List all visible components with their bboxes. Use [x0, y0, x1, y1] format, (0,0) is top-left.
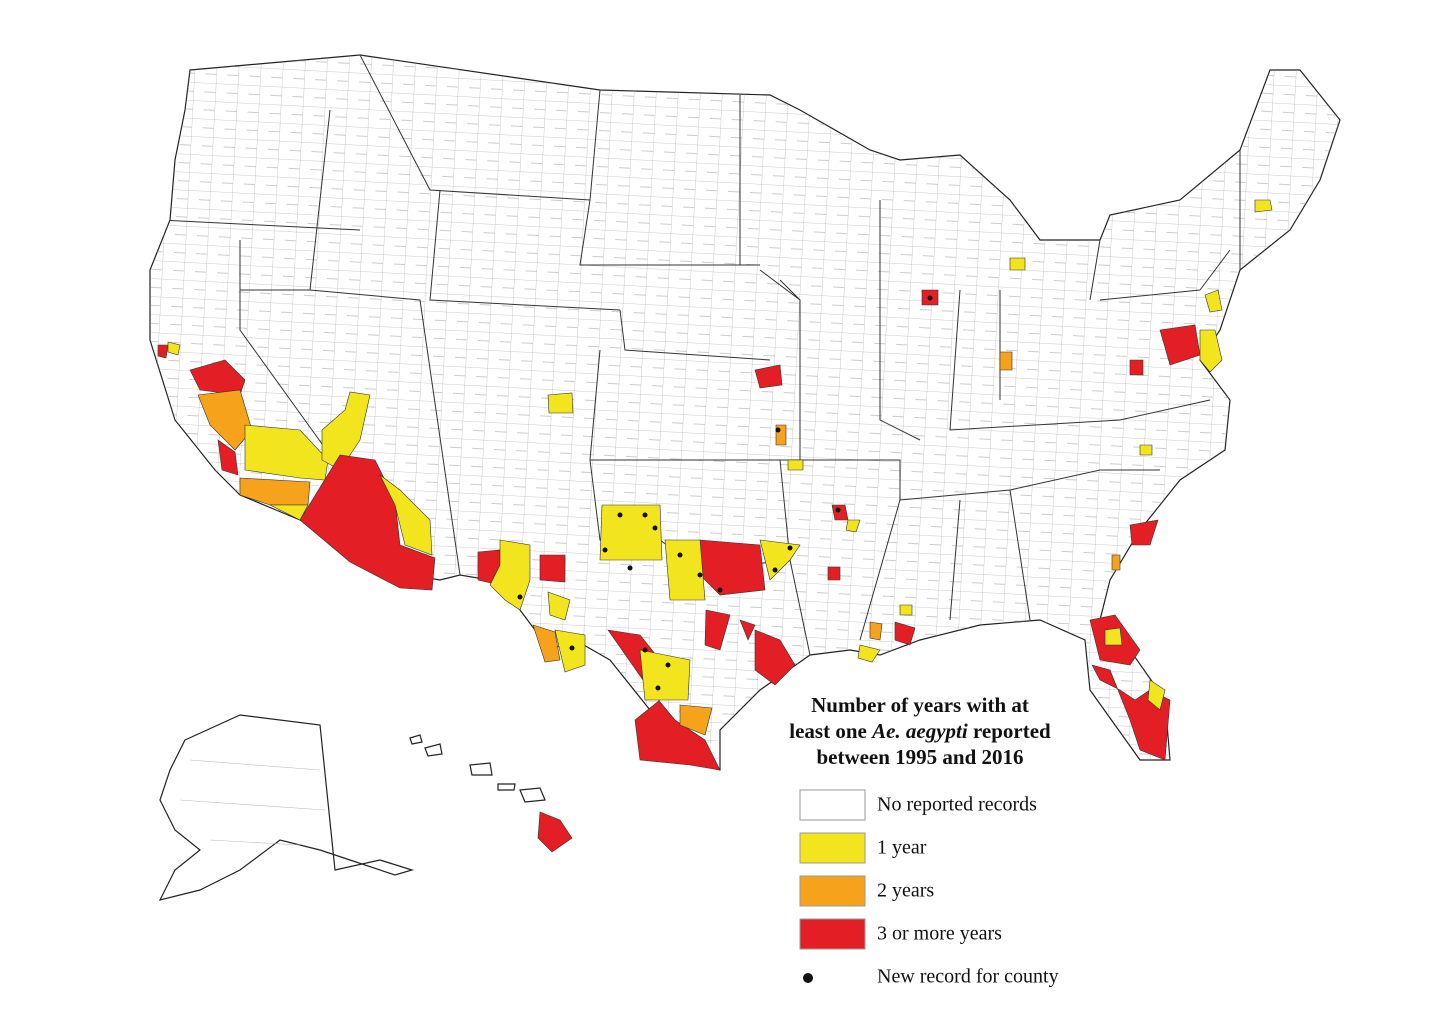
county-dots [517, 295, 933, 691]
legend-label: No reported records [877, 794, 1037, 816]
colored-counties [157, 199, 1273, 771]
contiguous-us [149, 54, 1341, 771]
legend-label: 3 or more years [877, 923, 1002, 945]
legend-swatch [799, 918, 866, 950]
legend-title-part: least one [789, 719, 867, 743]
legend-swatch [799, 789, 866, 821]
legend-title-part: Ae. aegypti [870, 719, 968, 743]
legend-title-line: least one Ae. aegypti reported [789, 719, 1051, 743]
alaska [158, 714, 415, 901]
legend-swatch [799, 875, 866, 907]
legend-title-line: Number of years with at [811, 693, 1029, 717]
legend-label: New record for county [877, 966, 1059, 988]
legend-dot [803, 973, 813, 983]
hawaii [409, 734, 573, 853]
legend-title-part: reported [973, 719, 1051, 743]
legend: Number of years with at least one Ae. ae… [789, 693, 1058, 988]
legend-label: 2 years [877, 880, 934, 902]
legend-swatch [799, 832, 866, 864]
legend-label: 1 year [877, 837, 927, 859]
legend-title-line: between 1995 and 2016 [816, 745, 1023, 769]
